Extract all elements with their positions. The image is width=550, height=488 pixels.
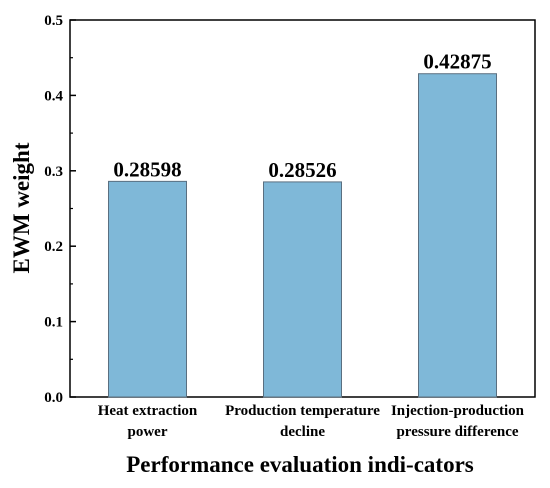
x-tick-label: power [128, 424, 168, 440]
y-axis-ticks: 0.0 0.1 0.2 0.3 0.4 0.5 [44, 13, 76, 406]
y-tick-label: 0.4 [44, 88, 63, 104]
bars [108, 73, 497, 398]
y-tick-label: 0.1 [44, 315, 63, 331]
x-tick-label: Injection-production [391, 403, 525, 419]
x-tick-label: Heat extraction [98, 403, 198, 419]
y-tick-label: 0.3 [44, 164, 63, 180]
y-axis-title: EWM weight [9, 142, 34, 273]
x-tick-label: Production temperature [225, 403, 380, 419]
x-tick-label: decline [280, 424, 325, 440]
y-tick-label: 0.5 [44, 13, 63, 29]
data-label: 0.28598 [113, 157, 181, 181]
bar [108, 180, 187, 398]
category-labels: Heat extraction power Production temperatu… [98, 403, 525, 440]
y-tick-label: 0.2 [44, 239, 63, 255]
data-label: 0.28526 [268, 158, 336, 182]
data-labels: 0.28598 0.28526 0.42875 [113, 50, 491, 182]
y-tick-label: 0.0 [44, 390, 63, 406]
bar [418, 73, 497, 398]
bar [263, 181, 342, 398]
data-label: 0.42875 [423, 50, 491, 74]
x-tick-label: pressure difference [396, 424, 518, 440]
x-axis-title: Performance evaluation indi-cators [126, 452, 474, 477]
